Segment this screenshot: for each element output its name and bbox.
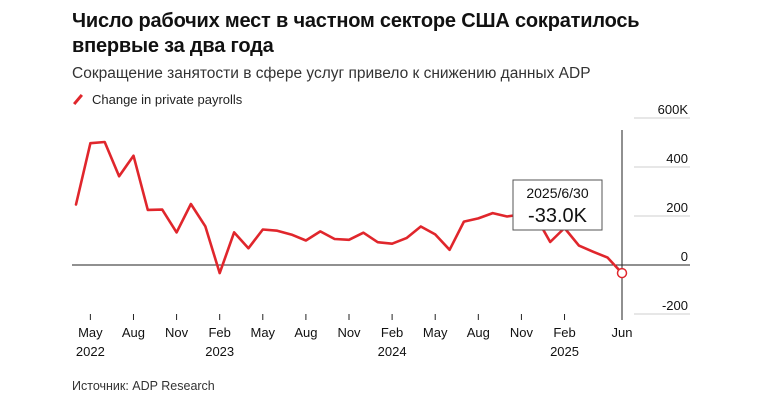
tooltip-value: -33.0K (528, 205, 588, 227)
source-note: Источник: ADP Research (72, 379, 215, 393)
x-tick-label: Aug (294, 325, 317, 340)
x-tick-label: May (78, 325, 103, 340)
x-tick-label: Feb (381, 325, 403, 340)
axis-layer (72, 130, 690, 320)
x-tick-label: Aug (122, 325, 145, 340)
tooltip: 2025/6/30 -33.0K (512, 179, 603, 231)
y-tick-label: 0 (681, 249, 688, 264)
chart-title: Число рабочих мест в частном секторе США… (72, 10, 640, 57)
highlighted-point[interactable] (616, 267, 628, 279)
x-tick-label: Jun (612, 325, 633, 340)
y-tick-labels: 600K 400 200 0 -200 (658, 102, 689, 313)
x-tick-year: 2024 (378, 344, 407, 359)
tooltip-box (512, 179, 603, 231)
x-tick-label: Aug (467, 325, 490, 340)
x-tick-year: 2023 (205, 344, 234, 359)
y-tick-label: 400 (666, 151, 688, 166)
x-tick-label: May (251, 325, 276, 340)
chart-subtitle: Сокращение занятости в сфере услуг приве… (72, 65, 591, 82)
x-tick-year: 2022 (76, 344, 105, 359)
y-tick-label: 200 (666, 200, 688, 215)
x-tick-label: Feb (553, 325, 575, 340)
y-tick-label: 600K (658, 102, 689, 117)
x-tick-label: Feb (208, 325, 230, 340)
grid-layer (634, 117, 690, 315)
x-tick-label: Nov (165, 325, 189, 340)
x-tick-label: May (423, 325, 448, 340)
tooltip-date: 2025/6/30 (526, 185, 588, 201)
legend: Change in private payrolls (72, 92, 242, 107)
x-tick-label: Nov (510, 325, 534, 340)
y-tick-label: -200 (662, 298, 688, 313)
x-tick-year: 2025 (550, 344, 579, 359)
x-tick-labels: May 2022 Aug Nov Feb 2023 May Aug Nov Feb 2024 May A… (76, 325, 633, 359)
x-tick-label: Nov (337, 325, 361, 340)
legend-label: Change in private payrolls (92, 92, 243, 107)
